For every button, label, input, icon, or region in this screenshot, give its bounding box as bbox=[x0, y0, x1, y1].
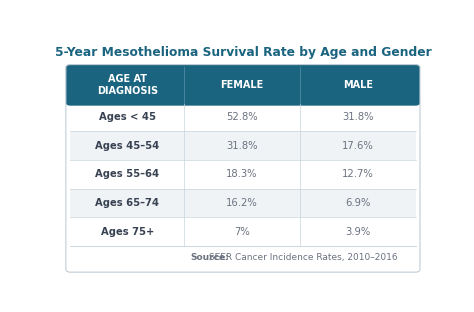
Text: 6.9%: 6.9% bbox=[345, 198, 370, 208]
Text: FEMALE: FEMALE bbox=[220, 80, 264, 90]
Text: Ages < 45: Ages < 45 bbox=[99, 112, 156, 122]
Text: 16.2%: 16.2% bbox=[226, 198, 258, 208]
Text: 31.8%: 31.8% bbox=[342, 112, 374, 122]
Polygon shape bbox=[70, 189, 416, 217]
Text: 17.6%: 17.6% bbox=[342, 141, 374, 151]
FancyBboxPatch shape bbox=[66, 243, 420, 272]
Text: Source:: Source: bbox=[191, 253, 229, 262]
Text: SEER Cancer Incidence Rates, 2010–2016: SEER Cancer Incidence Rates, 2010–2016 bbox=[207, 253, 398, 262]
Text: 5-Year Mesothelioma Survival Rate by Age and Gender: 5-Year Mesothelioma Survival Rate by Age… bbox=[55, 46, 431, 59]
Text: 31.8%: 31.8% bbox=[226, 141, 258, 151]
Text: 18.3%: 18.3% bbox=[226, 169, 258, 179]
Polygon shape bbox=[70, 246, 416, 258]
Text: MALE: MALE bbox=[343, 80, 373, 90]
Text: Ages 55–64: Ages 55–64 bbox=[95, 169, 159, 179]
Text: 7%: 7% bbox=[234, 227, 250, 237]
Text: Ages 65–74: Ages 65–74 bbox=[95, 198, 159, 208]
Polygon shape bbox=[70, 85, 416, 103]
Text: Ages 45–54: Ages 45–54 bbox=[95, 141, 159, 151]
FancyBboxPatch shape bbox=[66, 65, 420, 106]
Text: AGE AT
DIAGNOSIS: AGE AT DIAGNOSIS bbox=[97, 74, 158, 96]
Text: 12.7%: 12.7% bbox=[342, 169, 374, 179]
Text: 52.8%: 52.8% bbox=[226, 112, 258, 122]
Polygon shape bbox=[70, 217, 416, 246]
Text: 3.9%: 3.9% bbox=[345, 227, 370, 237]
Polygon shape bbox=[70, 103, 416, 131]
Polygon shape bbox=[70, 160, 416, 189]
Polygon shape bbox=[70, 131, 416, 160]
Text: Ages 75+: Ages 75+ bbox=[100, 227, 154, 237]
